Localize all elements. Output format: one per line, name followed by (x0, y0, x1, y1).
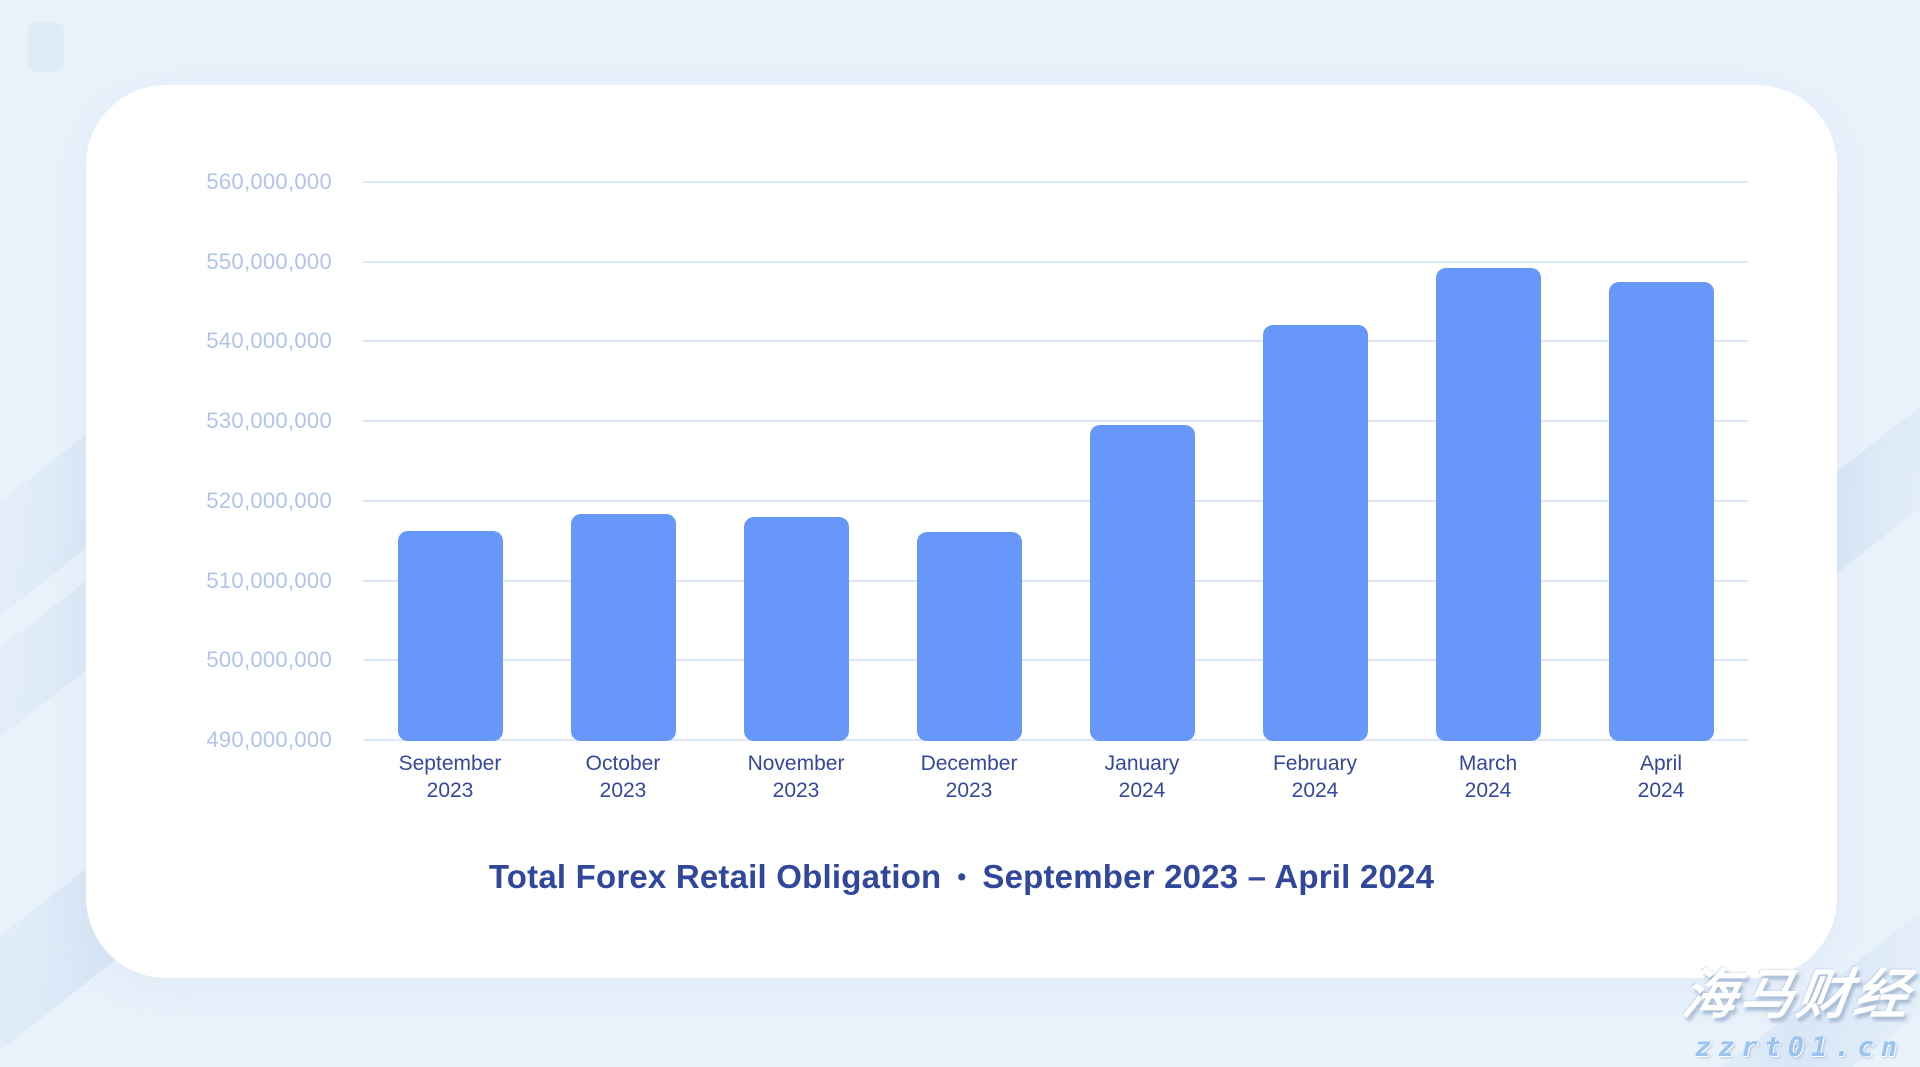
x-axis-label-line: 2024 (1464, 779, 1512, 802)
x-axis-label-line: October (585, 752, 661, 775)
gridline (363, 420, 1748, 423)
gridline (363, 340, 1748, 343)
x-axis-label-line: 2024 (1637, 779, 1685, 802)
bar-april-2024[interactable] (1608, 282, 1714, 741)
x-axis-label-line: 2023 (945, 779, 993, 802)
chart-card (86, 85, 1837, 978)
x-axis-label-line: 2023 (772, 779, 820, 802)
gridline (363, 579, 1748, 582)
bar-october-2023[interactable] (570, 514, 676, 741)
x-axis-label-march-2024: March 2024 (1398, 750, 1578, 804)
y-axis-tick-label: 530,000,000 (206, 408, 332, 434)
watermark: 海马财经 zzrt01.cn (1679, 950, 1915, 1063)
bar-december-2023[interactable] (916, 531, 1022, 741)
y-axis-tick-label: 500,000,000 (206, 647, 332, 673)
y-axis-tick-label: 540,000,000 (206, 328, 332, 354)
gridline (363, 260, 1748, 263)
x-axis-label-line: February (1272, 752, 1358, 775)
y-axis-tick-label: 520,000,000 (206, 487, 332, 513)
bar-january-2024[interactable] (1089, 425, 1195, 741)
bar-february-2024[interactable] (1262, 325, 1368, 741)
chart-title-main: Total Forex Retail Obligation (488, 858, 942, 895)
y-axis-tick-label: 510,000,000 (206, 567, 332, 593)
chart-title: Total Forex Retail Obligation • September … (86, 855, 1837, 899)
x-axis-label-december-2023: December 2023 (879, 750, 1059, 804)
chart-title-separator-dot: • (957, 863, 967, 891)
gridline (363, 739, 1748, 741)
x-axis-label-april-2024: April 2024 (1571, 750, 1751, 804)
x-axis-label-line: March (1458, 752, 1518, 775)
x-axis-label-line: November (747, 752, 845, 775)
y-axis-tick-label: 550,000,000 (206, 248, 332, 274)
bar-september-2023[interactable] (397, 531, 503, 741)
x-axis-label-january-2024: January 2024 (1052, 750, 1232, 804)
x-axis-label-line: 2024 (1291, 779, 1339, 802)
gridline (363, 499, 1748, 502)
x-axis-label-october-2023: October 2023 (533, 750, 713, 804)
gridline (363, 181, 1748, 183)
x-axis-label-line: 2023 (599, 779, 647, 802)
watermark-domain-text: zzrt01.cn (1694, 1032, 1904, 1063)
x-axis-label-line: December (920, 752, 1018, 775)
y-axis-tick-label: 560,000,000 (206, 169, 332, 194)
gridline (363, 659, 1748, 662)
chart-title-range: September 2023 – April 2024 (982, 858, 1435, 895)
x-axis-label-november-2023: November 2023 (706, 750, 886, 804)
x-axis-label-september-2023: September 2023 (360, 750, 540, 804)
x-axis-label-line: 2024 (1118, 779, 1166, 802)
x-axis-label-line: 2023 (426, 779, 474, 802)
x-axis-label-line: January (1104, 752, 1180, 775)
x-axis-label-line: September (398, 752, 502, 775)
x-axis-label-february-2024: February 2024 (1225, 750, 1405, 804)
watermark-brand-text: 海马财经 (1679, 965, 1916, 1025)
y-axis-tick-label: 490,000,000 (206, 727, 332, 752)
bar-march-2024[interactable] (1435, 268, 1541, 741)
x-axis-label-line: April (1639, 752, 1682, 775)
bar-november-2023[interactable] (743, 516, 849, 741)
